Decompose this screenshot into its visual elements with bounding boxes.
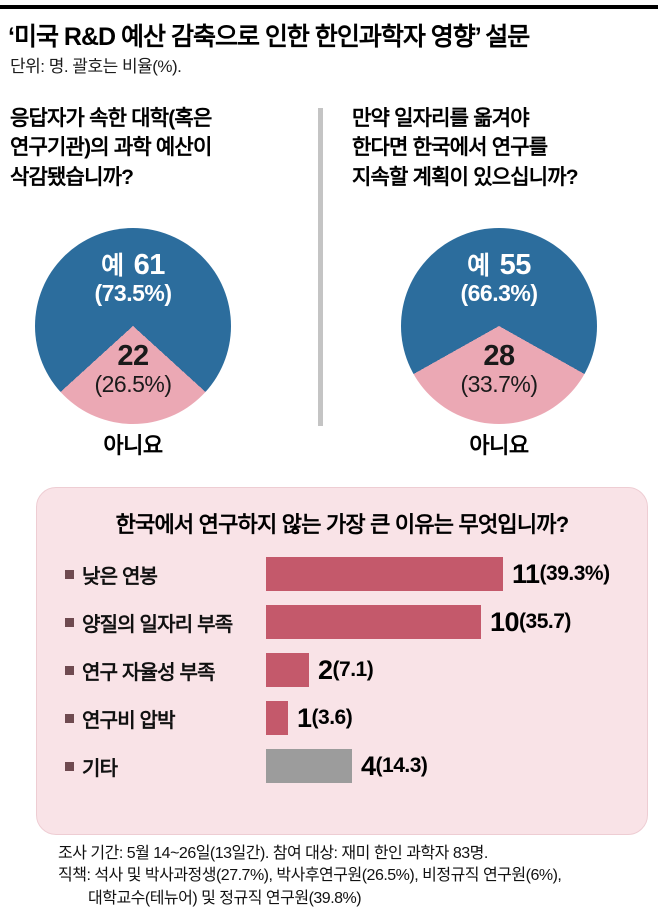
bar-value: 4 — [361, 750, 376, 781]
bar-percent: (14.3) — [375, 754, 428, 777]
bar — [266, 557, 503, 591]
bar-row-autonomy: 연구 자율성 부족 2 (7.1) — [65, 652, 635, 688]
pie2-yes-value: 55 — [499, 249, 532, 281]
bar-value: 2 — [318, 654, 333, 685]
bar-label: 양질의 일자리 부족 — [82, 613, 233, 636]
bullet-square-icon — [65, 665, 74, 675]
bar-percent: (7.1) — [332, 658, 374, 681]
pie2-no-value: 28 — [483, 340, 515, 372]
pie2-no-label: 아니요 — [469, 433, 529, 458]
bar-value: 10 — [490, 606, 520, 637]
bar-row-other: 기타 4 (14.3) — [65, 748, 635, 784]
unit-note: 단위: 명. 괄호는 비율(%). — [10, 57, 182, 76]
bar-label: 기타 — [82, 757, 118, 780]
pie1-yes-label: 예 61 — [35, 246, 231, 282]
question-budget-cut: 응답자가 속한 대학(혹은 연구기관)의 과학 예산이 삭감됐습니까? — [10, 107, 212, 189]
reasons-panel: 한국에서 연구하지 않는 가장 큰 이유는 무엇입니까? 낮은 연봉 11 (3… — [36, 487, 648, 835]
pie2-yes-label: 예 55 — [401, 246, 597, 282]
footnote-line-1: 조사 기간: 5월 14~26일(13일간). 참여 대상: 재미 한인 과학자… — [58, 845, 488, 862]
survey-footnote: 조사 기간: 5월 14~26일(13일간). 참여 대상: 재미 한인 과학자… — [58, 843, 638, 910]
bullet-square-icon — [65, 617, 74, 627]
bar-percent: (39.3%) — [539, 562, 611, 585]
pie1-yes-value: 61 — [133, 249, 166, 281]
footnote-line-2: 직책: 석사 및 박사과정생(27.7%), 박사후연구원(26.5%), 비정… — [58, 867, 562, 885]
pie1-no-percent: (26.5%) — [94, 371, 172, 397]
bar-value: 11 — [512, 558, 540, 589]
bullet-square-icon — [65, 713, 74, 723]
bar-label: 낮은 연봉 — [82, 565, 158, 588]
bar-row-job-shortage: 양질의 일자리 부족 10 (35.7) — [65, 604, 635, 640]
vertical-divider — [318, 108, 323, 426]
pie-chart-budget-cut: 예 61 (73.5%) 22 (26.5%) — [35, 228, 231, 424]
pie1-yes-text: 예 — [101, 252, 124, 280]
top-rule — [0, 5, 658, 9]
bar — [266, 701, 288, 735]
pie2-yes-percent: (66.3%) — [460, 280, 538, 306]
pie2-no-percent: (33.7%) — [460, 371, 538, 397]
pie1-no-label: 아니요 — [103, 433, 163, 458]
footnote-line-3: 대학교수(테뉴어) 및 정규직 연구원(39.8%) — [88, 889, 362, 907]
bullet-square-icon — [65, 569, 74, 579]
pie1-yes-percent: (73.5%) — [94, 280, 172, 306]
bar — [266, 605, 481, 639]
bar-row-low-salary: 낮은 연봉 11 (39.3%) — [65, 556, 635, 592]
bar-percent: (35.7) — [519, 610, 571, 633]
bar-value: 1 — [297, 702, 312, 733]
bar-label: 연구 자율성 부족 — [82, 661, 216, 684]
bullet-square-icon — [65, 761, 74, 771]
page-title: ‘미국 R&D 예산 감축으로 인한 한인과학자 영향’ 설문 — [8, 23, 530, 51]
bar — [266, 653, 309, 687]
question-korea-plan: 만약 일자리를 옮겨야 한다면 한국에서 연구를 지속할 계획이 있으십니까? — [352, 107, 579, 189]
pie2-yes-text: 예 — [467, 252, 490, 280]
reasons-title: 한국에서 연구하지 않는 가장 큰 이유는 무엇입니까? — [115, 512, 570, 537]
bar-row-funding-pressure: 연구비 압박 1 (3.6) — [65, 700, 635, 736]
bar-label: 연구비 압박 — [82, 709, 176, 732]
bar — [266, 749, 352, 783]
bar-percent: (3.6) — [311, 706, 353, 729]
pie1-no-value: 22 — [117, 340, 149, 372]
pie-chart-korea-plan: 예 55 (66.3%) 28 (33.7%) — [401, 228, 597, 424]
